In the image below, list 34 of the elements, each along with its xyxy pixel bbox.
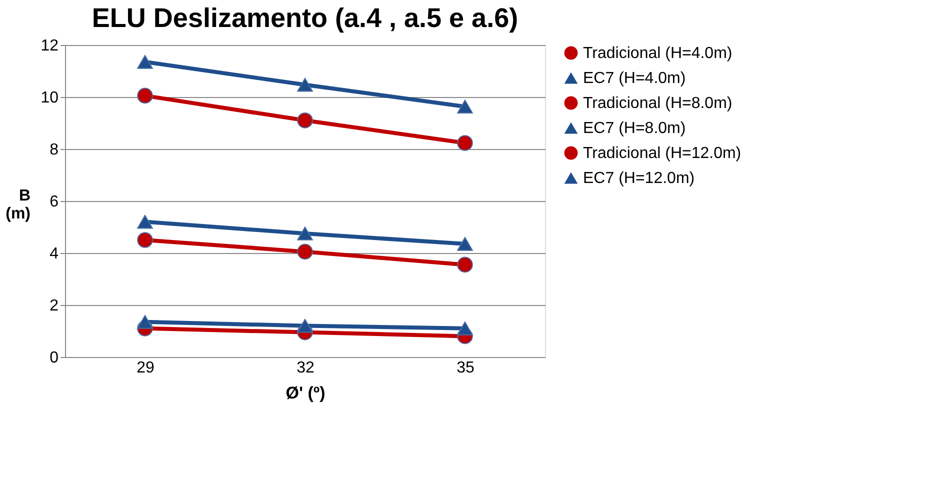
x-tick-label: 32 [296, 360, 314, 376]
x-axis-title: Ø' (º) [286, 384, 326, 402]
y-tick-label: 8 [50, 142, 59, 158]
point [457, 236, 473, 251]
x-tick-label: 29 [136, 360, 154, 376]
legend-label: EC7 (H=8.0m) [583, 120, 686, 137]
y-tick-label: 4 [50, 246, 59, 262]
point [457, 321, 473, 336]
x-tick-label: 35 [456, 360, 474, 376]
point [297, 78, 313, 92]
point [137, 88, 153, 104]
point [457, 256, 473, 273]
point [137, 214, 153, 229]
point [457, 135, 473, 151]
y-tick-label: 10 [40, 90, 59, 106]
point [297, 226, 313, 240]
point [297, 244, 313, 260]
point [297, 112, 313, 128]
point [457, 100, 473, 114]
point [137, 314, 153, 329]
point [297, 318, 313, 333]
legend-label: Tradicional (H=8.0m) [583, 95, 732, 112]
legend-label: Tradicional (H=12.0m) [583, 145, 742, 162]
legend-label: EC7 (H=4.0m) [583, 70, 686, 87]
point [137, 232, 153, 248]
y-tick-label: 2 [50, 298, 59, 314]
legend-label: Tradicional (H=4.0m) [583, 45, 732, 62]
y-tick-label: 12 [40, 38, 59, 54]
y-tick-label: 6 [50, 194, 59, 210]
y-tick-label: 0 [50, 350, 59, 366]
point [137, 54, 153, 69]
legend-label: EC7 (H=12.0m) [583, 170, 695, 187]
chart-title: ELU Deslizamento (a.4 , a.5 e a.6) [92, 3, 518, 33]
y-axis-title: B (m) [6, 188, 30, 222]
